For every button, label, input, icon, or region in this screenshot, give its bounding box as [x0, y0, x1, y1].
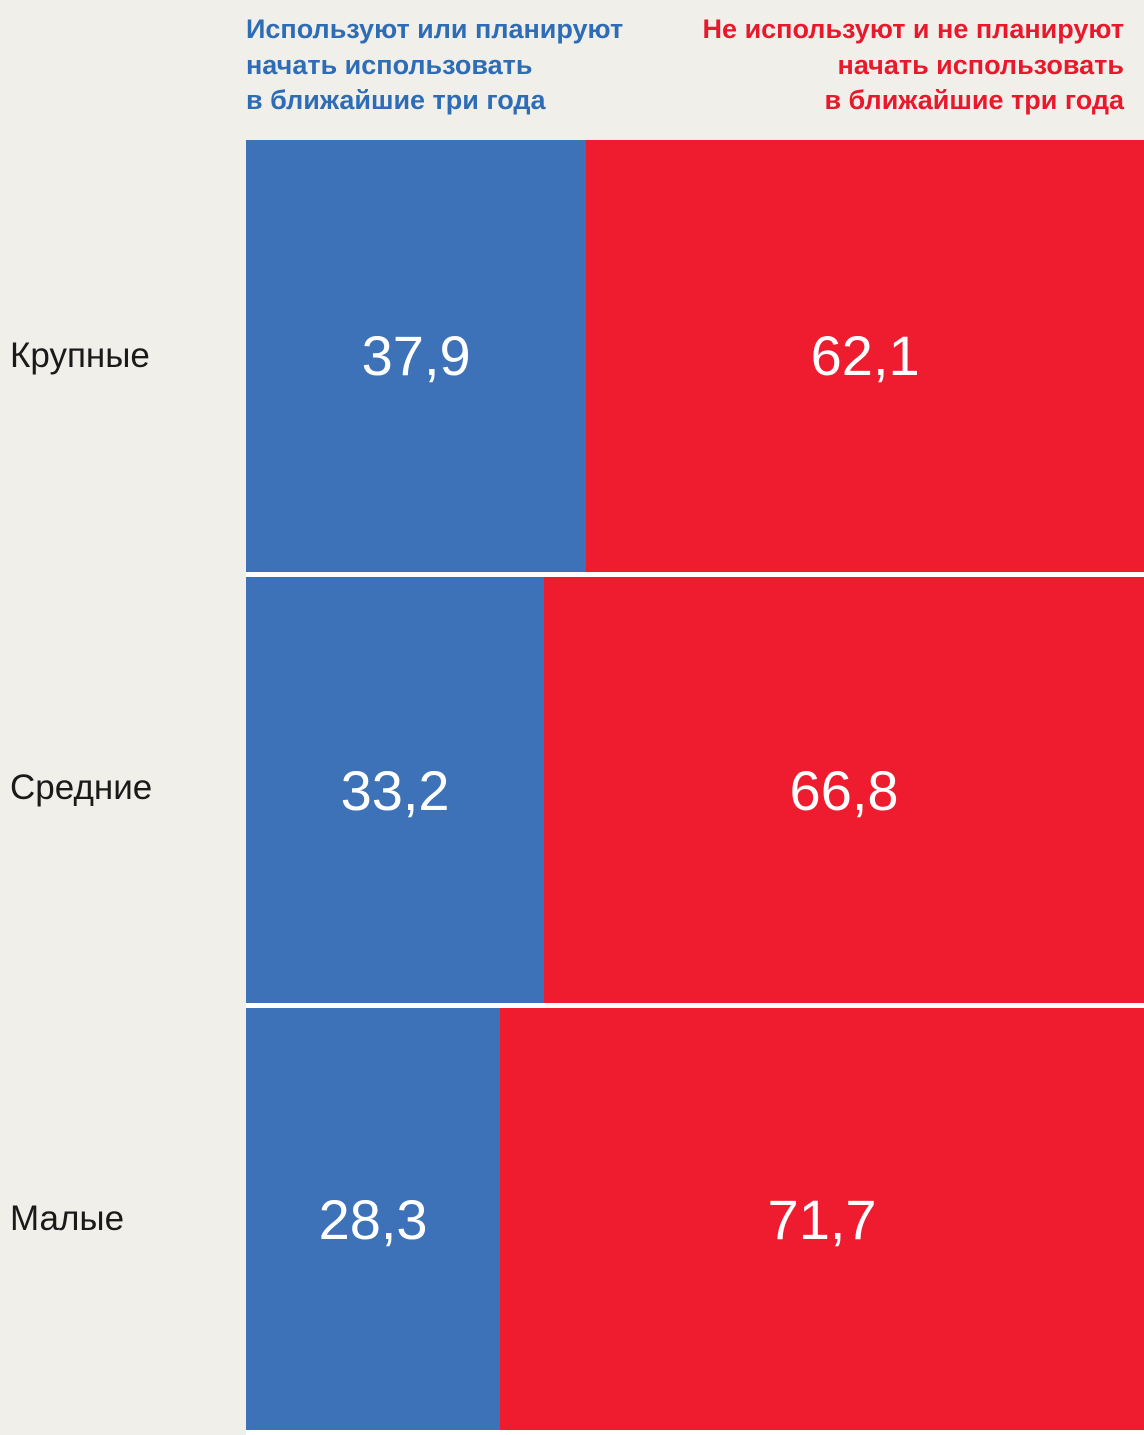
chart-row: Малые 28,3 71,7 [0, 1003, 1144, 1435]
category-label: Малые [10, 1199, 125, 1239]
bar-segment-uses: 28,3 [246, 1008, 501, 1431]
chart-row: Средние 33,2 66,8 [0, 571, 1144, 1004]
category-label: Средние [10, 767, 153, 807]
legend-left-label: Используют или планируют начать использо… [246, 14, 624, 116]
bar-stack: 33,2 66,8 [246, 571, 1144, 1004]
legend-right-label: Не используют и не планируют начать испо… [702, 14, 1124, 116]
chart-row: Крупные 37,9 62,1 [0, 140, 1144, 572]
value-label: 66,8 [789, 758, 899, 822]
value-label: 28,3 [318, 1187, 428, 1251]
bar-segment-not-uses: 62,1 [586, 140, 1144, 572]
bar-segment-not-uses: 66,8 [544, 576, 1144, 1004]
category-label: Крупные [10, 335, 150, 375]
bar-segment-not-uses: 71,7 [500, 1008, 1144, 1431]
bar-stack: 28,3 71,7 [246, 1003, 1144, 1435]
value-label: 33,2 [340, 758, 450, 822]
chart-legend: Используют или планируют начать использо… [0, 0, 1144, 140]
bar-segment-uses: 37,9 [246, 140, 587, 572]
value-label: 62,1 [810, 324, 920, 388]
chart-rows: Крупные 37,9 62,1 Средние 33,2 66,8 Малые 28,3 7… [0, 140, 1144, 1435]
bar-stack: 37,9 62,1 [246, 140, 1144, 572]
value-label: 37,9 [361, 324, 471, 388]
value-label: 71,7 [767, 1187, 877, 1251]
bar-segment-uses: 33,2 [246, 576, 545, 1004]
